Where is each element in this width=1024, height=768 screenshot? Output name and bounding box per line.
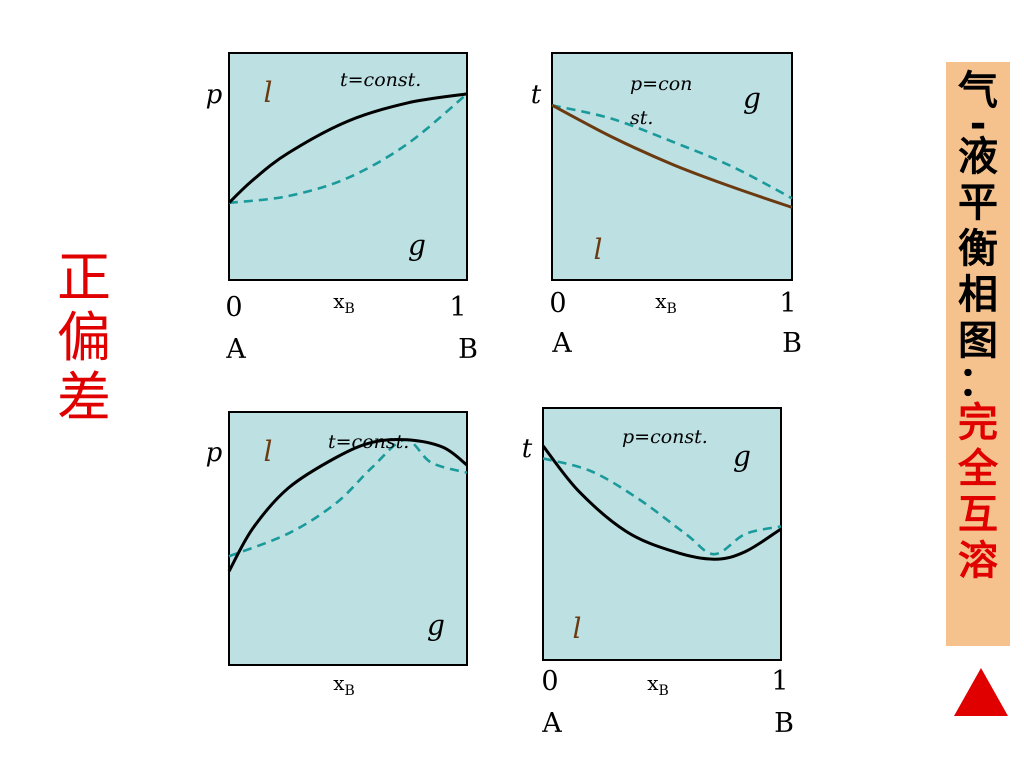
vapor-curve [551, 103, 793, 200]
diagram-3-frame [228, 411, 468, 666]
component-b-label: B [774, 708, 794, 739]
liquid-region-label: l [264, 435, 273, 468]
y-axis-label: t [522, 434, 533, 464]
sidebar-text: 气 - 液 平 衡 相 图 ： 完 全 互 溶 [946, 68, 1010, 584]
x-axis-symbol: x [655, 289, 667, 313]
liquid-curve [551, 103, 793, 209]
x-axis-subscript: B [666, 301, 676, 317]
component-a-label: A [551, 328, 572, 359]
x-tick-left: 0 [541, 666, 558, 697]
y-axis-label: p [206, 80, 223, 110]
condition-label: st. [630, 107, 653, 129]
highlight-char: 全 [958, 446, 998, 492]
highlight-char: 完 [958, 400, 998, 446]
diagram-4-frame [542, 407, 782, 661]
highlight-char: 溶 [958, 538, 998, 584]
x-axis-subscript: B [344, 301, 354, 317]
x-axis-symbol: x [333, 671, 345, 695]
liquid-curve [227, 92, 468, 204]
title-char: 平 [958, 180, 998, 226]
x-axis-symbol: x [647, 671, 659, 695]
title-char: 气 [958, 68, 998, 114]
liquid-region-label: l [594, 233, 603, 266]
x-axis-label: xB [655, 289, 677, 317]
vapor-curve [228, 438, 468, 558]
x-tick-right: 1 [779, 288, 796, 319]
highlight-char: 互 [958, 492, 998, 538]
liquid-region-label: l [264, 76, 273, 109]
gas-region-label: g [733, 440, 751, 473]
positive-deviation-label: 正 偏 差 [57, 246, 111, 429]
y-axis-label: t [531, 80, 542, 110]
vapor-curve [542, 457, 782, 556]
x-axis-subscript: B [658, 683, 668, 699]
liquid-curve [541, 444, 782, 561]
liquid-curve [227, 437, 468, 573]
condition-label: t=const. [328, 431, 409, 453]
topic-sidebar: 气 - 液 平 衡 相 图 ： 完 全 互 溶 [946, 62, 1010, 646]
condition-label: p=con [630, 73, 692, 95]
next-slide-triangle-icon[interactable] [954, 668, 1008, 716]
condition-label: p=const. [622, 426, 708, 448]
x-tick-left: 0 [225, 292, 242, 323]
x-axis-subscript: B [344, 683, 354, 699]
component-b-label: B [458, 334, 478, 365]
gas-region-label: g [427, 609, 445, 642]
component-a-label: A [225, 334, 246, 365]
x-axis-symbol: x [333, 289, 345, 313]
x-axis-label: xB [647, 671, 669, 699]
component-b-label: B [782, 328, 802, 359]
vapor-curve [228, 92, 468, 205]
diagram-2-frame [551, 52, 793, 281]
title-char: 相 [958, 272, 998, 318]
condition-label: t=const. [340, 69, 421, 91]
x-axis-label: xB [333, 289, 355, 317]
title-char: 液 [958, 134, 998, 180]
title-char: - [969, 101, 987, 147]
x-tick-left: 0 [549, 288, 566, 319]
gas-region-label: g [743, 82, 761, 115]
title-char: ： [958, 359, 998, 405]
title-char: 图 [958, 318, 998, 364]
y-axis-label: p [206, 438, 223, 468]
x-axis-label: xB [333, 671, 355, 699]
x-tick-right: 1 [771, 666, 788, 697]
gas-region-label: g [408, 229, 426, 262]
liquid-region-label: l [573, 612, 582, 645]
component-a-label: A [541, 708, 562, 739]
title-char: 衡 [958, 226, 998, 272]
x-tick-right: 1 [449, 292, 466, 323]
